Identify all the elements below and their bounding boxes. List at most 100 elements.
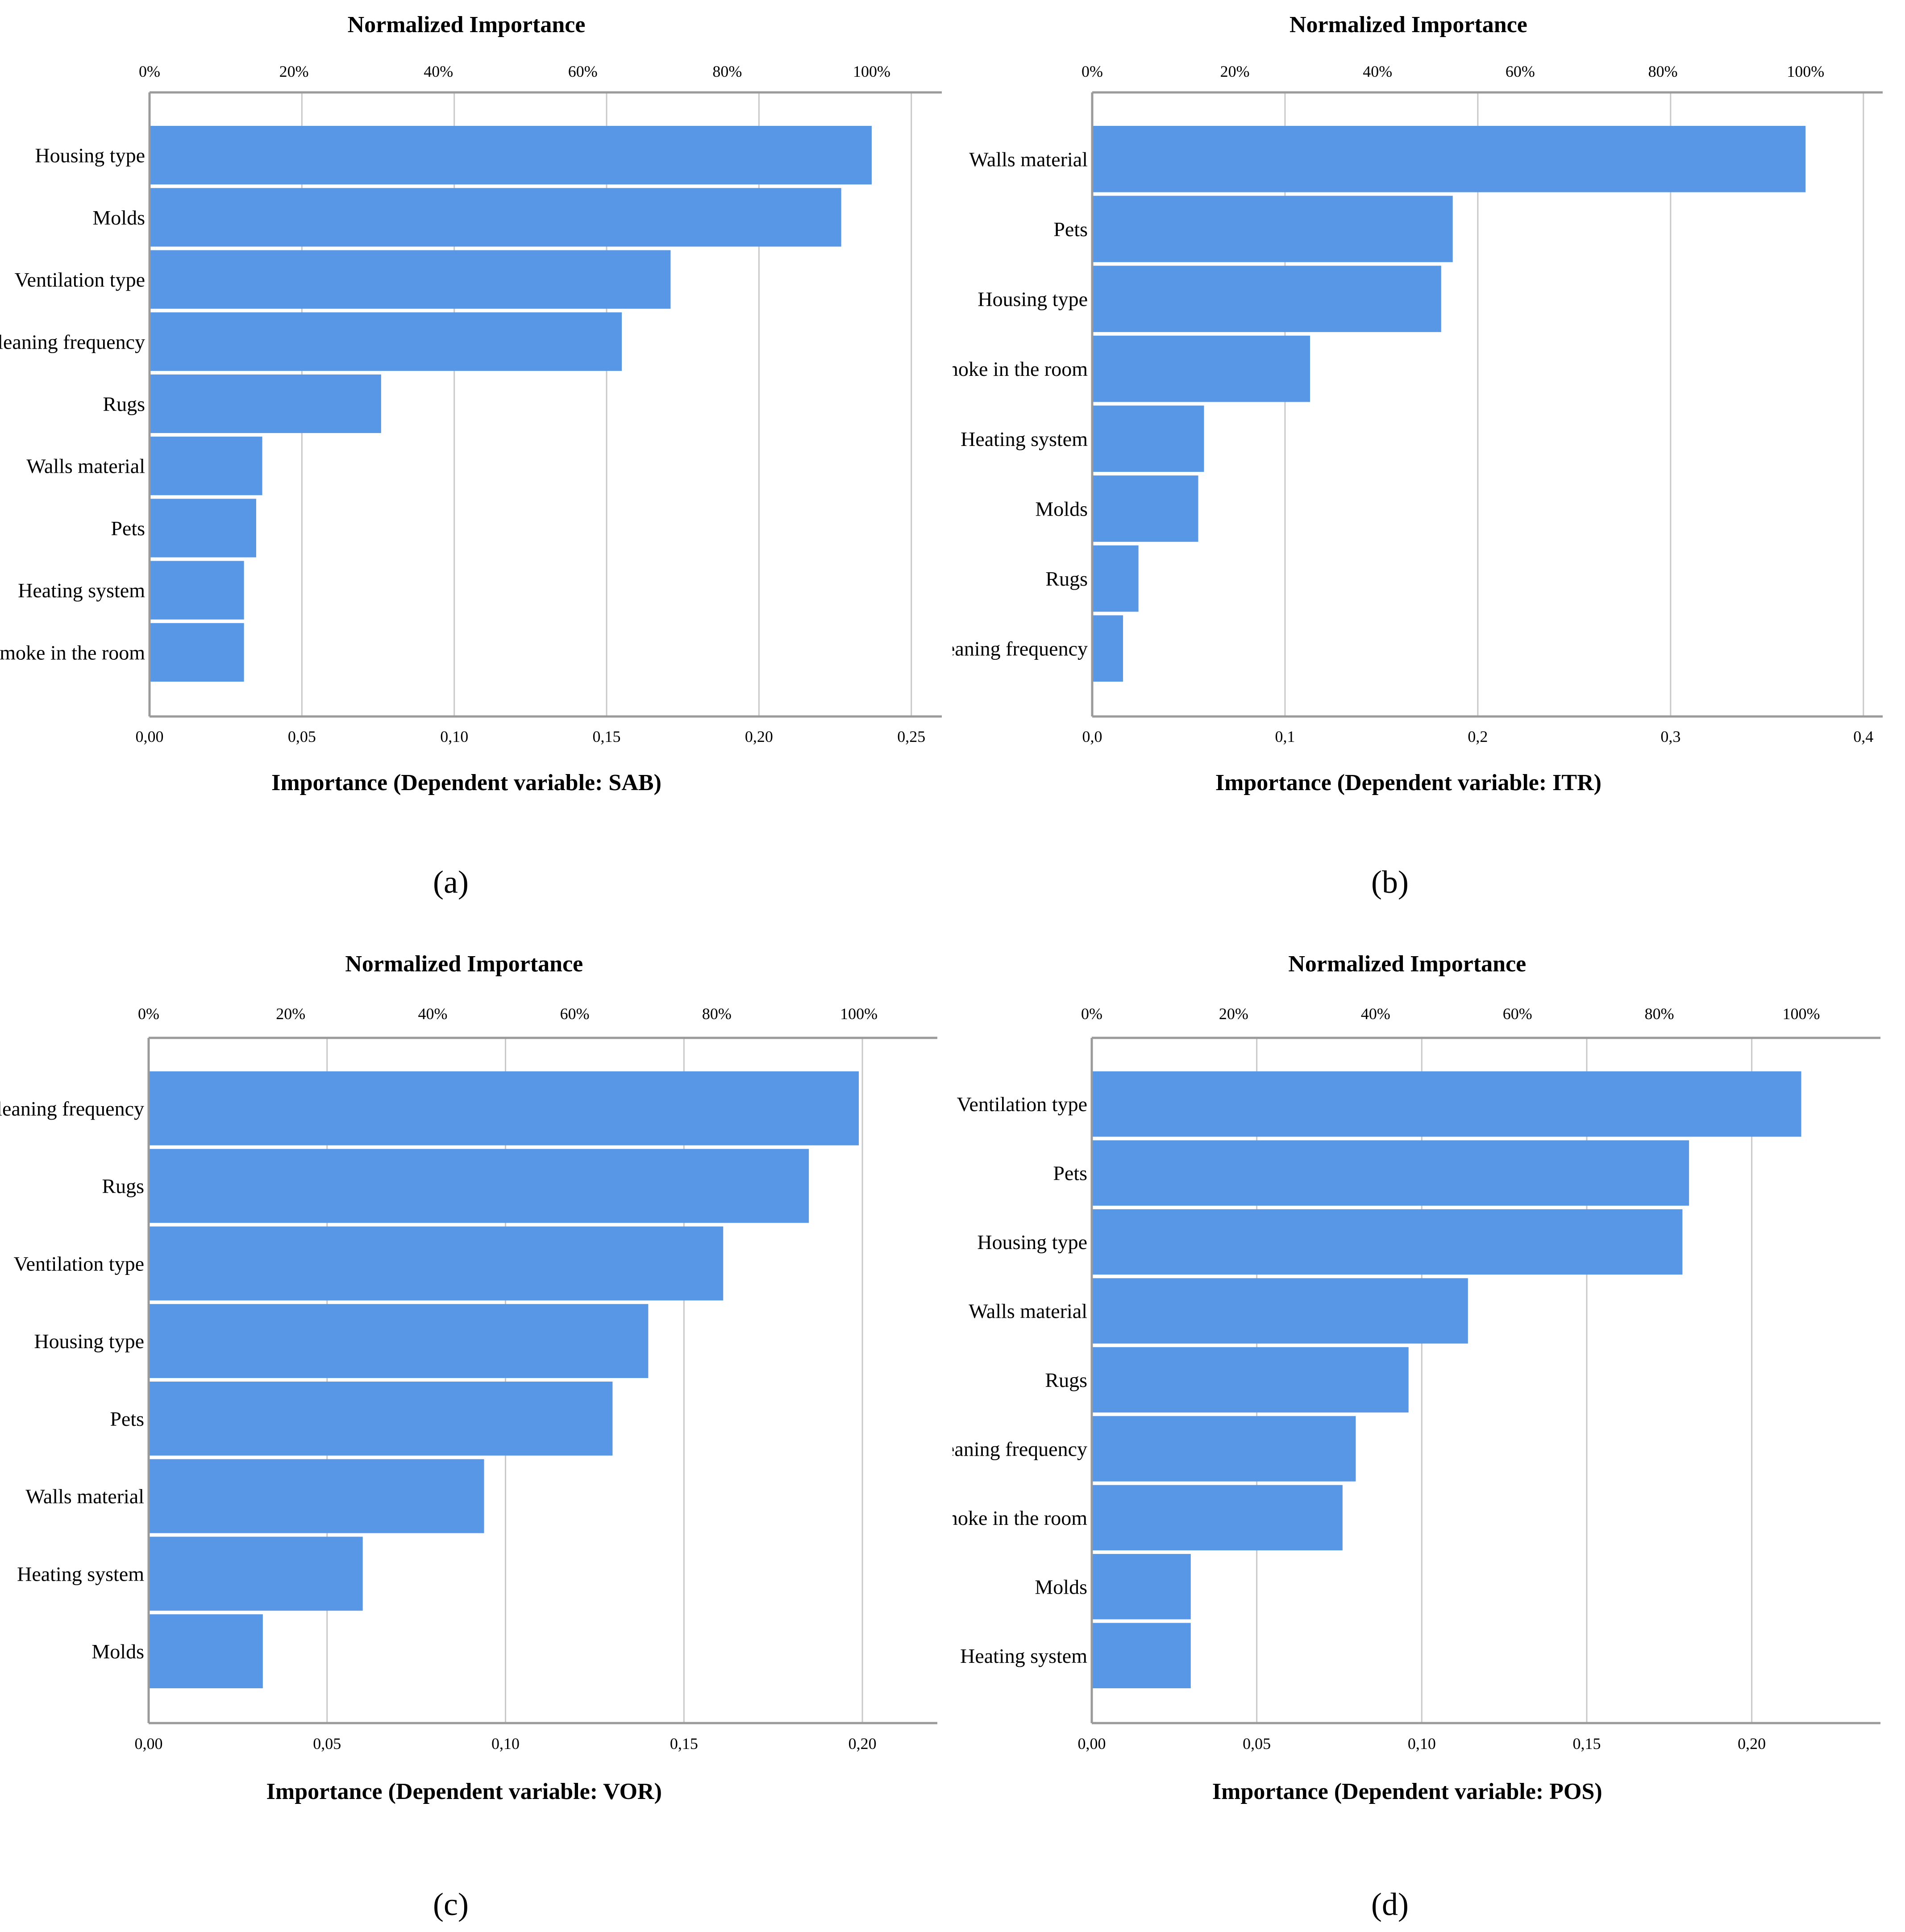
bar bbox=[150, 561, 244, 620]
bar bbox=[1092, 196, 1453, 262]
bar bbox=[1092, 335, 1310, 402]
chart-title: Normalized Importance bbox=[348, 12, 586, 37]
category-label: Rugs bbox=[102, 1175, 144, 1198]
bar bbox=[1092, 266, 1441, 332]
bar bbox=[1092, 1623, 1191, 1688]
bar bbox=[1092, 1416, 1356, 1482]
category-label: Smoke in the room bbox=[952, 358, 1088, 380]
top-tick-label: 0% bbox=[138, 1005, 159, 1023]
x-axis-label: Importance (Dependent variable: SAB) bbox=[271, 770, 661, 795]
bottom-tick-label: 0,10 bbox=[491, 1735, 520, 1753]
top-tick-label: 40% bbox=[1361, 1005, 1390, 1023]
top-tick-label: 100% bbox=[840, 1005, 878, 1023]
category-label: Molds bbox=[92, 1640, 144, 1663]
bar bbox=[149, 1536, 363, 1611]
chart-panel-a: Housing type Molds Ventilation type Cleanin… bbox=[0, 0, 952, 942]
panel-label: (a) bbox=[433, 864, 469, 900]
bottom-tick-label: 0,15 bbox=[670, 1735, 698, 1753]
bottom-tick-label: 0,1 bbox=[1275, 728, 1295, 745]
x-axis-label: Importance (Dependent variable: POS) bbox=[1212, 1779, 1602, 1804]
chart-title: Normalized Importance bbox=[1288, 951, 1526, 977]
top-tick-label: 20% bbox=[1220, 62, 1250, 80]
bottom-tick-label: 0,2 bbox=[1468, 728, 1488, 745]
category-label: Molds bbox=[92, 206, 145, 229]
bar bbox=[149, 1149, 809, 1223]
bar bbox=[149, 1459, 484, 1533]
bar bbox=[1092, 405, 1204, 472]
bar bbox=[1092, 1071, 1801, 1137]
bottom-tick-label: 0,00 bbox=[136, 728, 164, 745]
panel-label: (c) bbox=[433, 1886, 469, 1922]
bar bbox=[150, 623, 244, 682]
category-label: Pets bbox=[1053, 218, 1088, 241]
bottom-tick-label: 0,20 bbox=[745, 728, 773, 745]
bar bbox=[1092, 1209, 1683, 1275]
category-label: Heating system bbox=[17, 1562, 144, 1585]
category-label: Ventilation type bbox=[13, 1252, 144, 1275]
top-tick-label: 20% bbox=[279, 62, 309, 80]
category-label: Smoke in the room bbox=[0, 641, 145, 664]
bottom-tick-label: 0,15 bbox=[593, 728, 621, 745]
category-label: Pets bbox=[110, 1407, 144, 1430]
top-tick-label: 80% bbox=[702, 1005, 732, 1023]
bottom-tick-label: 0,10 bbox=[1408, 1735, 1436, 1753]
bar bbox=[1092, 1347, 1409, 1413]
bottom-tick-label: 0,20 bbox=[1738, 1735, 1766, 1753]
category-label: Ventilation type bbox=[957, 1093, 1087, 1116]
top-tick-label: 0% bbox=[1081, 62, 1103, 80]
category-label: Walls material bbox=[25, 1485, 144, 1508]
bar bbox=[1092, 126, 1806, 192]
bottom-tick-label: 0,00 bbox=[1078, 1735, 1106, 1753]
chart-svg: Housing type Molds Ventilation type Cleanin… bbox=[0, 12, 942, 795]
bar bbox=[150, 374, 381, 433]
bottom-tick-label: 0,05 bbox=[1243, 1735, 1271, 1753]
chart-svg: Walls material Pets Housing type Smoke in t… bbox=[952, 12, 1883, 795]
bar bbox=[149, 1226, 724, 1301]
panel-label: (b) bbox=[1371, 864, 1409, 900]
chart-svg: Cleaning frequency Rugs Ventilation type Ho… bbox=[0, 951, 937, 1804]
bar bbox=[149, 1614, 263, 1688]
category-label: Smoke in the room bbox=[952, 1507, 1087, 1529]
category-label: Housing type bbox=[977, 288, 1088, 311]
category-label: Housing type bbox=[977, 1231, 1087, 1253]
category-label: Cleaning frequency bbox=[952, 637, 1088, 660]
chart-panel-d: Ventilation type Pets Housing type Walls ma… bbox=[952, 942, 1905, 1932]
bar bbox=[1092, 1140, 1689, 1206]
bottom-tick-label: 0,10 bbox=[440, 728, 468, 745]
category-label: Walls material bbox=[969, 148, 1088, 171]
bar bbox=[1092, 1554, 1191, 1620]
bottom-tick-label: 0,4 bbox=[1853, 728, 1873, 745]
chart-title: Normalized Importance bbox=[1289, 12, 1527, 37]
bottom-tick-label: 0,0 bbox=[1082, 728, 1102, 745]
category-label: Walls material bbox=[969, 1300, 1087, 1323]
top-tick-label: 40% bbox=[1363, 62, 1392, 80]
bar bbox=[1092, 1485, 1343, 1551]
bar bbox=[1092, 545, 1139, 612]
category-label: Heating system bbox=[18, 579, 145, 602]
top-tick-label: 40% bbox=[418, 1005, 447, 1023]
top-tick-label: 0% bbox=[139, 62, 160, 80]
chart-panel-c: Cleaning frequency Rugs Ventilation type Ho… bbox=[0, 942, 952, 1932]
bar bbox=[1092, 615, 1123, 682]
top-tick-label: 20% bbox=[276, 1005, 305, 1023]
top-tick-label: 80% bbox=[1645, 1005, 1674, 1023]
category-label: Walls material bbox=[26, 455, 145, 478]
top-tick-label: 100% bbox=[853, 62, 890, 80]
bar bbox=[150, 188, 841, 247]
bar bbox=[1092, 475, 1198, 542]
x-axis-label: Importance (Dependent variable: VOR) bbox=[266, 1779, 662, 1804]
bottom-tick-label: 0,05 bbox=[288, 728, 316, 745]
category-label: Housing type bbox=[34, 1330, 144, 1353]
bar bbox=[150, 437, 262, 495]
category-label: Molds bbox=[1035, 497, 1088, 520]
bottom-tick-label: 0,20 bbox=[849, 1735, 877, 1753]
bar bbox=[150, 126, 872, 185]
category-label: Heating system bbox=[960, 1645, 1087, 1667]
chart-svg: Ventilation type Pets Housing type Walls ma… bbox=[952, 951, 1880, 1804]
top-tick-label: 60% bbox=[1503, 1005, 1532, 1023]
bar bbox=[150, 250, 671, 309]
top-tick-label: 40% bbox=[424, 62, 453, 80]
chart-title: Normalized Importance bbox=[345, 951, 583, 977]
top-tick-label: 100% bbox=[1783, 1005, 1820, 1023]
top-tick-label: 20% bbox=[1219, 1005, 1248, 1023]
